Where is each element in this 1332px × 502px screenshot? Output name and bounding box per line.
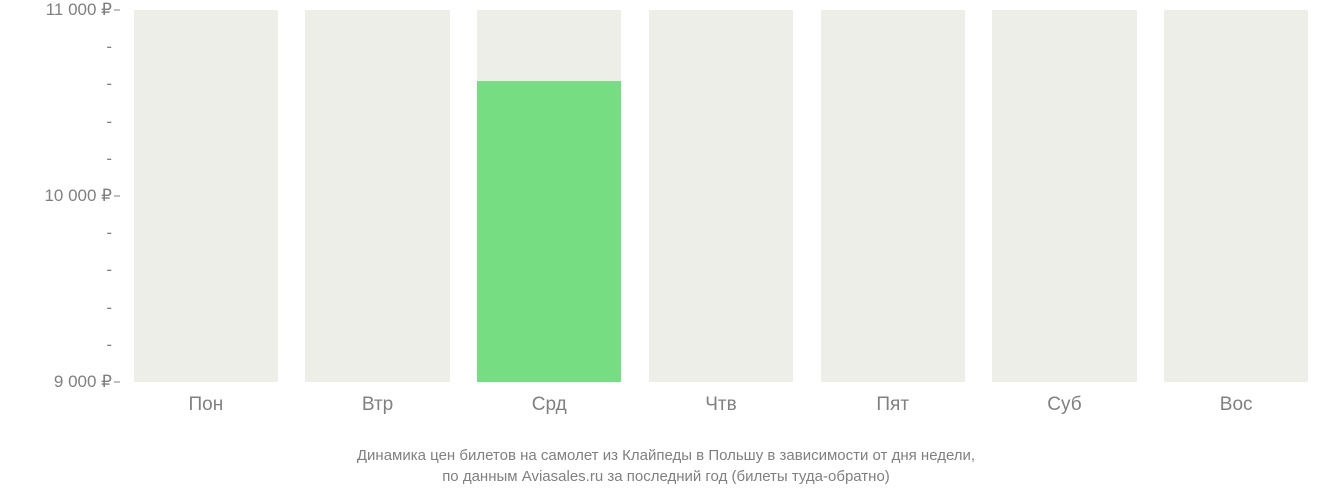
x-label: Пят [876,394,909,416]
x-label: Суб [1047,394,1081,416]
caption-line-2: по данным Aviasales.ru за последний год … [442,468,890,485]
y-minor-tick: - [106,335,112,355]
x-label: Вос [1220,394,1253,416]
y-minor-tick: - [106,149,112,169]
y-minor-tick: - [106,37,112,57]
x-label: Пон [188,394,223,416]
y-minor-tick: - [106,298,112,318]
x-axis: Пон Втр Срд Чтв Пят Суб Вос [120,382,1322,422]
y-tick-label: 10 000 ₽ [44,186,112,206]
price-by-weekday-chart: 9 000 ₽ 10 000 ₽ 11 000 ₽ - - - - - - - - Пон Втр Ср… [0,0,1332,502]
chart-caption: Динамика цен билетов на самолет из Клайп… [0,445,1332,489]
caption-line-1: Динамика цен билетов на самолет из Клайп… [357,447,975,464]
y-axis: 9 000 ₽10 000 ₽11 000 ₽-------- [0,10,120,382]
weekday-column-bg [134,10,278,382]
y-minor-tick: - [106,223,112,243]
weekday-column-bg [305,10,449,382]
weekday-column-bg [1164,10,1308,382]
x-label: Чтв [705,394,736,416]
y-minor-tick: - [106,112,112,132]
weekday-column-bg [992,10,1136,382]
weekday-column-bg [821,10,965,382]
price-bar [477,81,621,382]
plot-area [120,10,1322,382]
x-label: Втр [362,394,393,416]
y-minor-tick: - [106,260,112,280]
weekday-column-bg [649,10,793,382]
y-tick-label: 9 000 ₽ [54,372,112,392]
y-tick-label: 11 000 ₽ [46,0,112,20]
x-label: Срд [532,394,567,416]
y-minor-tick: - [106,74,112,94]
